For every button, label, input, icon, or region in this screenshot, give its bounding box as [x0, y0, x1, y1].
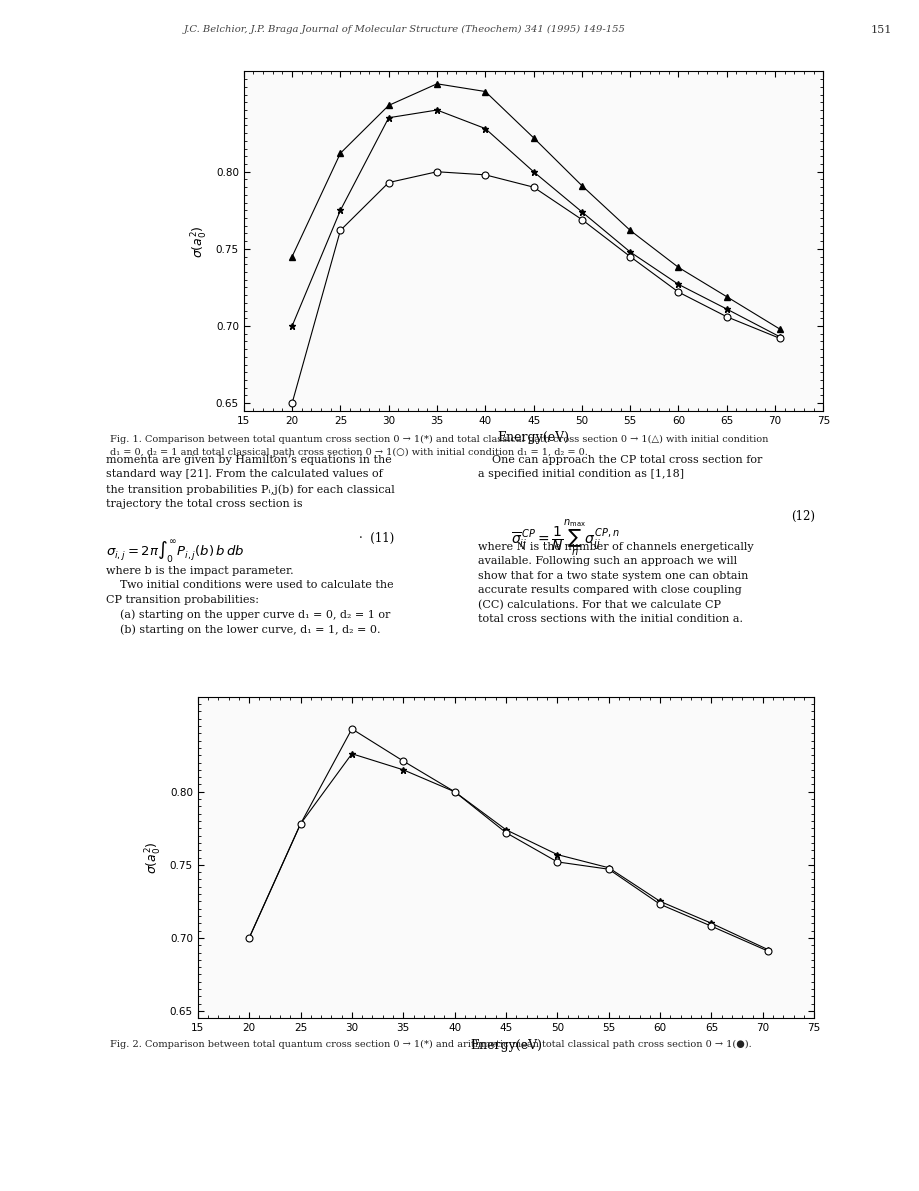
- Text: $\sigma_{i,j} = 2\pi \int_0^\infty P_{i,j}(b)\,b\,db$: $\sigma_{i,j} = 2\pi \int_0^\infty P_{i,…: [106, 538, 244, 566]
- Text: Fig. 2. Comparison between total quantum cross section 0 → 1(*) and arithmetic m: Fig. 2. Comparison between total quantum…: [110, 1040, 752, 1049]
- X-axis label: Energy(eV): Energy(eV): [497, 431, 569, 444]
- Y-axis label: $\sigma(a^2_0)$: $\sigma(a^2_0)$: [144, 841, 165, 874]
- Text: momenta are given by Hamilton’s equations in the
standard way [21]. From the cal: momenta are given by Hamilton’s equation…: [106, 455, 394, 509]
- Text: (12): (12): [790, 510, 814, 523]
- Y-axis label: $\sigma(a^2_0)$: $\sigma(a^2_0)$: [190, 225, 210, 257]
- X-axis label: Energy(eV): Energy(eV): [470, 1039, 541, 1052]
- Text: Fig. 1. Comparison between total quantum cross section 0 → 1(*) and total classi: Fig. 1. Comparison between total quantum…: [110, 435, 768, 456]
- Text: 151: 151: [870, 25, 891, 35]
- Text: $\overline{\sigma}_{ij}^{\,CP} = \dfrac{1}{N} \sum_{n}^{n_{\rm max}} \sigma_{ij}: $\overline{\sigma}_{ij}^{\,CP} = \dfrac{…: [510, 517, 618, 557]
- Text: J.C. Belchior, J.P. Braga Journal of Molecular Structure (Theochem) 341 (1995) 1: J.C. Belchior, J.P. Braga Journal of Mol…: [184, 25, 625, 35]
- Text: ·  (11): · (11): [358, 532, 393, 545]
- Text: One can approach the CP total cross section for
a specified initial condition as: One can approach the CP total cross sect…: [478, 455, 762, 479]
- Text: where N is the number of channels energetically
available. Following such an app: where N is the number of channels energe…: [478, 542, 754, 624]
- Text: where b is the impact parameter.
    Two initial conditions were used to calcula: where b is the impact parameter. Two ini…: [106, 566, 393, 635]
